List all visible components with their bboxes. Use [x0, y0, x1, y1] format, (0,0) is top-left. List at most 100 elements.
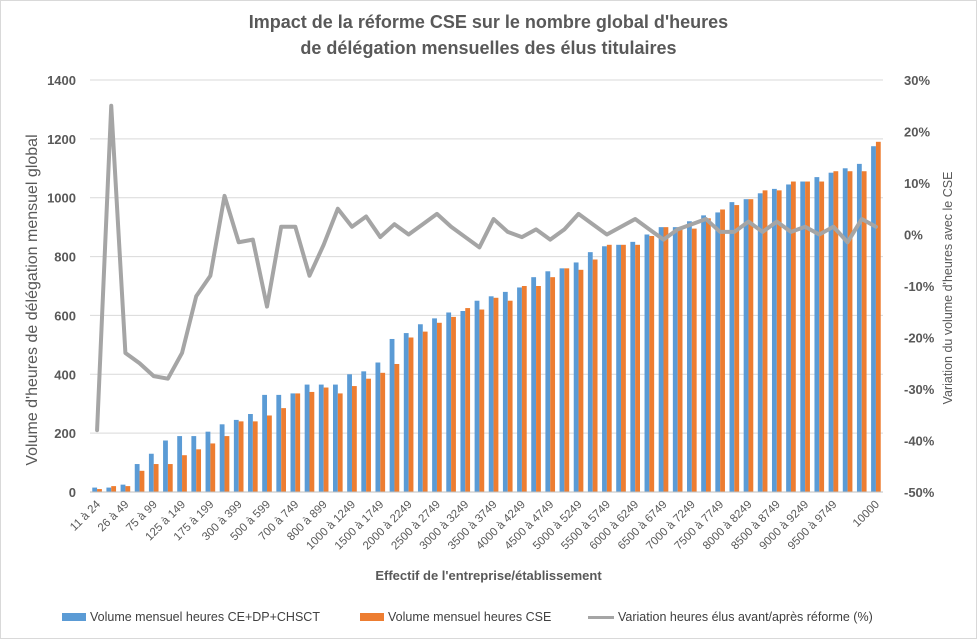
bar-cse	[507, 300, 513, 492]
bar-cse	[238, 421, 244, 492]
bar-cse	[380, 372, 386, 492]
bar-ce	[417, 324, 423, 492]
bar-ce	[219, 424, 225, 492]
bar-cse	[451, 316, 456, 492]
legend-label-cse: Volume mensuel heures CSE	[388, 610, 552, 624]
bar-ce	[871, 146, 876, 492]
bar-ce	[403, 333, 409, 492]
bar-cse	[734, 205, 740, 493]
bar-cse	[224, 436, 230, 492]
bar-ce	[729, 202, 735, 492]
y2-tick-label: 20%	[904, 125, 930, 140]
legend-item-variation: Variation heures élus avant/après réform…	[588, 610, 873, 624]
y-tick-label: 600	[54, 308, 76, 323]
bar-ce	[191, 436, 197, 492]
bar-cse	[521, 286, 527, 492]
bar-ce	[573, 262, 579, 492]
bar-cse	[309, 391, 315, 492]
bar-ce	[531, 277, 537, 492]
bar-cse	[635, 244, 641, 492]
bar-ce	[205, 431, 211, 492]
bar-cse	[125, 486, 131, 492]
bar-ce	[361, 371, 367, 492]
bar-cse	[550, 277, 556, 492]
bar-cse	[252, 421, 258, 492]
bar-cse	[663, 227, 669, 492]
bar-ce	[672, 227, 678, 492]
bar-cse	[323, 387, 329, 492]
y-tick-label: 800	[54, 250, 76, 265]
legend-item-cse: Volume mensuel heures CSE	[360, 610, 551, 624]
y-tick-label: 1000	[47, 191, 76, 206]
bar-cse	[649, 235, 655, 492]
legend-item-ce: Volume mensuel heures CE+DP+CHSCT	[62, 610, 320, 624]
legend-swatch-ce	[62, 613, 86, 621]
bar-cse	[805, 181, 810, 492]
chart-legend: Volume mensuel heures CE+DP+CHSCT Volume…	[0, 610, 977, 630]
bar-cse	[351, 386, 357, 492]
bar-cse	[748, 199, 754, 492]
bar-cse	[790, 181, 796, 492]
bar-ce	[389, 338, 395, 492]
bar-cse	[493, 297, 499, 492]
bar-ce	[148, 453, 154, 492]
legend-swatch-variation	[588, 615, 614, 619]
bar-cse	[621, 244, 626, 492]
bar-cse	[366, 378, 371, 492]
bar-cse	[677, 227, 683, 492]
bar-ce	[375, 362, 381, 492]
bar-ce	[120, 484, 126, 492]
bar-ce	[687, 221, 692, 492]
bar-ce	[814, 177, 820, 492]
bar-ce	[347, 374, 352, 492]
bar-cse	[281, 408, 286, 492]
bar-ce	[786, 184, 791, 492]
legend-swatch-cse	[360, 613, 384, 621]
bar-ce	[502, 291, 508, 492]
bar-ce	[771, 188, 777, 492]
bar-cse	[833, 171, 839, 492]
bar-cse	[606, 244, 612, 492]
bar-cse	[592, 259, 598, 492]
bar-ce	[318, 384, 324, 492]
bar-cse	[875, 141, 881, 493]
chart-title-line-2: de délégation mensuelles des élus titula…	[300, 38, 677, 58]
y2-tick-label: 30%	[904, 73, 930, 88]
bar-cse	[479, 309, 485, 492]
bar-cse	[861, 171, 867, 492]
bar-ce	[743, 199, 749, 492]
bar-ce	[828, 172, 834, 492]
bar-ce	[106, 487, 112, 492]
bar-cse	[578, 269, 584, 492]
y2-tick-label: -40%	[904, 434, 935, 449]
series-line-variation	[95, 103, 878, 433]
y2-tick-label: -50%	[904, 485, 935, 500]
bar-cse	[337, 393, 343, 492]
y-axis-title: Volume d'heures de délégation mensuel gl…	[24, 134, 41, 466]
bar-ce	[616, 244, 622, 492]
bar-ce	[587, 252, 593, 492]
chart-title-line-1: Impact de la réforme CSE sur le nombre g…	[248, 12, 729, 32]
legend-label-variation: Variation heures élus avant/après réform…	[618, 610, 873, 624]
bar-cse	[196, 449, 202, 492]
bar-ce	[800, 181, 806, 492]
bar-cse	[691, 228, 697, 492]
bar-cse	[153, 464, 159, 492]
bar-ce	[856, 163, 862, 492]
y-tick-label: 400	[54, 367, 76, 382]
bar-cse	[705, 218, 711, 493]
y-tick-label: 1400	[47, 73, 76, 88]
bar-ce	[262, 394, 268, 492]
bar-cse	[167, 464, 173, 492]
y2-axis-title: Variation du volume d'heures avec le CSE	[941, 171, 955, 405]
bar-cse	[210, 443, 216, 492]
bar-ce	[545, 271, 551, 492]
bar-ce	[460, 311, 466, 492]
bar-cse	[436, 322, 442, 492]
bar-ce	[630, 241, 636, 492]
bar-cse	[819, 181, 825, 492]
bar-cse	[422, 331, 428, 492]
bar-ce	[332, 384, 338, 492]
bar-ce	[488, 296, 494, 492]
y-tick-label: 1200	[47, 132, 76, 147]
